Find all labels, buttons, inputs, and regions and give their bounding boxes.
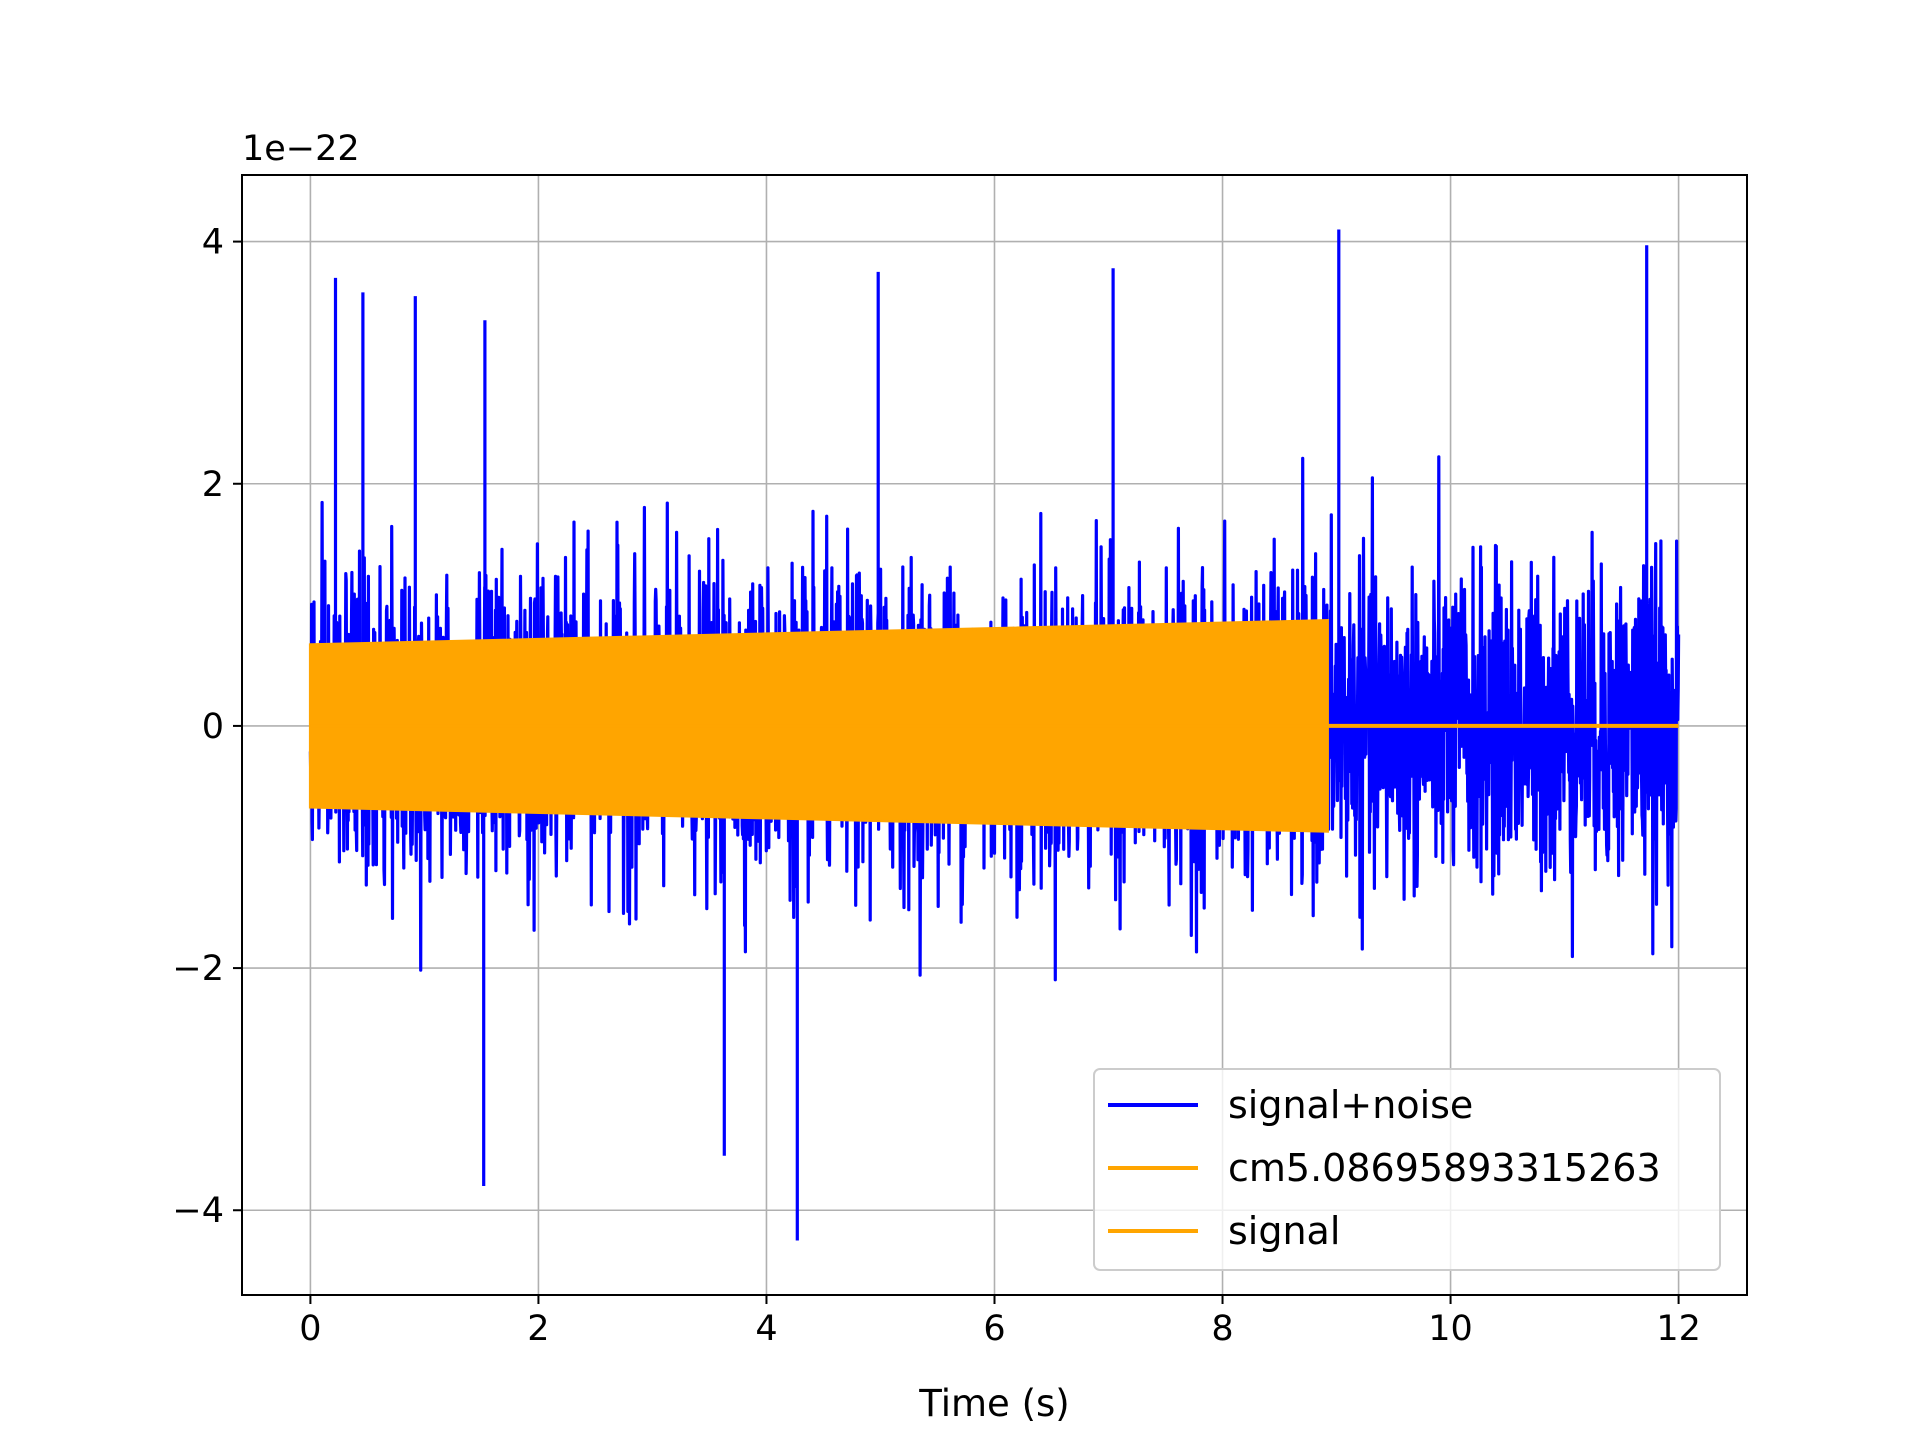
axis-ticks: 0 2 4 6 8 10 12 −4 −2 0 2 4: [172, 223, 1700, 1349]
plot-area: [308, 229, 1681, 1241]
x-tick-label: 8: [1211, 1309, 1233, 1349]
x-axis-label: Time (s): [918, 1382, 1069, 1425]
x-tick-label: 10: [1428, 1309, 1473, 1349]
y-tick-label: 4: [202, 223, 224, 263]
legend-label: cm5.08695893315263: [1228, 1146, 1661, 1190]
y-tick-label: 0: [202, 707, 224, 747]
series-signal-noise-line: [308, 229, 1681, 1241]
x-tick-label: 12: [1656, 1309, 1701, 1349]
x-tick-label: 4: [755, 1309, 777, 1349]
y-tick-label: −2: [172, 949, 224, 989]
legend-label: signal: [1228, 1209, 1340, 1253]
y-tick-label: −4: [172, 1191, 224, 1231]
y-tick-label: 2: [202, 465, 224, 505]
y-offset-label: 1e−22: [242, 129, 360, 169]
x-tick-label: 0: [299, 1309, 321, 1349]
x-tick-label: 2: [527, 1309, 549, 1349]
legend-box: [1093, 1068, 1721, 1271]
legend: signal+noise cm5.08695893315263 signal: [1093, 1068, 1721, 1271]
legend-label: signal+noise: [1228, 1083, 1473, 1127]
x-tick-label: 6: [983, 1309, 1005, 1349]
